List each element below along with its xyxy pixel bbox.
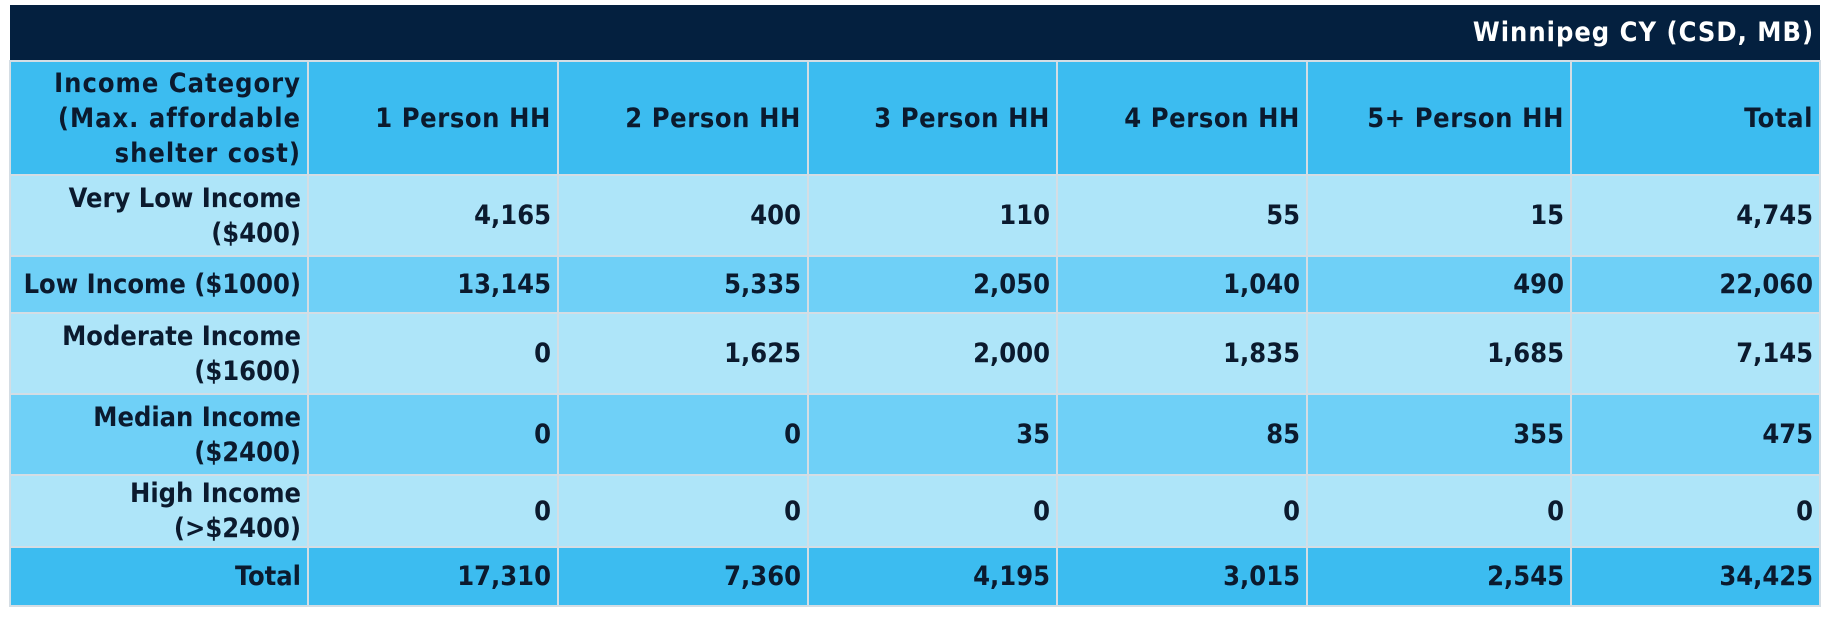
cell-1-person: 0 [307, 312, 559, 395]
cell-total: 7,145 [1569, 312, 1822, 395]
cell-4-person: 1,835 [1056, 312, 1308, 395]
cell-1-person: 0 [307, 474, 559, 548]
table-row-median-income: Median Income ($2400) 0 0 35 85 355 475 [9, 393, 1822, 476]
cell-total: 34,425 [1569, 546, 1822, 607]
table-title: Winnipeg CY (CSD, MB) [10, 5, 1821, 61]
cell-5plus-person: 0 [1306, 474, 1572, 548]
row-label-line2: ($2400) [194, 436, 301, 468]
cell-2-person: 0 [557, 393, 809, 476]
table-row-high-income: High Income (>$2400) 0 0 0 0 0 0 [9, 474, 1822, 548]
cell-2-person: 5,335 [557, 255, 809, 314]
cell-3-person: 2,000 [807, 312, 1058, 395]
row-label: Median Income ($2400) [9, 393, 309, 476]
cell-1-person: 17,310 [307, 546, 559, 607]
cell-4-person: 1,040 [1056, 255, 1308, 314]
header-5plus-person: 5+ Person HH [1306, 60, 1572, 176]
cell-5plus-person: 15 [1306, 174, 1572, 257]
cell-4-person: 55 [1056, 174, 1308, 257]
cell-2-person: 7,360 [557, 546, 809, 607]
header-category-line1: Income Category [54, 67, 301, 99]
cell-3-person: 110 [807, 174, 1058, 257]
cell-4-person: 0 [1056, 474, 1308, 548]
row-label-line2: ($1600) [194, 355, 301, 387]
cell-5plus-person: 355 [1306, 393, 1572, 476]
row-label-line1: Moderate Income [62, 320, 301, 352]
cell-1-person: 0 [307, 393, 559, 476]
cell-1-person: 4,165 [307, 174, 559, 257]
header-4-person: 4 Person HH [1056, 60, 1308, 176]
row-label: Very Low Income ($400) [9, 174, 309, 257]
table-row-moderate-income: Moderate Income ($1600) 0 1,625 2,000 1,… [9, 312, 1822, 395]
cell-1-person: 13,145 [307, 255, 559, 314]
row-label-total: Total [9, 546, 309, 607]
cell-2-person: 0 [557, 474, 809, 548]
cell-4-person: 85 [1056, 393, 1308, 476]
table-row-total: Total 17,310 7,360 4,195 3,015 2,545 34,… [9, 546, 1822, 607]
row-label: High Income (>$2400) [9, 474, 309, 548]
housing-need-table-container: Winnipeg CY (CSD, MB) Income Category (M… [9, 5, 1822, 607]
header-2-person: 2 Person HH [557, 60, 809, 176]
header-category-line3: shelter cost) [114, 137, 301, 169]
table-row-low-income: Low Income ($1000) 13,145 5,335 2,050 1,… [9, 255, 1822, 314]
header-income-category: Income Category (Max. affordable shelter… [9, 60, 309, 176]
cell-3-person: 35 [807, 393, 1058, 476]
row-label: Moderate Income ($1600) [9, 312, 309, 395]
table-header-row: Income Category (Max. affordable shelter… [9, 60, 1822, 176]
cell-2-person: 1,625 [557, 312, 809, 395]
row-label: Low Income ($1000) [9, 255, 309, 314]
cell-3-person: 2,050 [807, 255, 1058, 314]
housing-need-table: Winnipeg CY (CSD, MB) Income Category (M… [9, 5, 1822, 607]
cell-total: 22,060 [1569, 255, 1822, 314]
header-total: Total [1569, 60, 1822, 176]
cell-2-person: 400 [557, 174, 809, 257]
cell-3-person: 0 [807, 474, 1058, 548]
table-title-row: Winnipeg CY (CSD, MB) [10, 5, 1821, 61]
row-label-line1: Median Income [93, 401, 301, 433]
header-1-person: 1 Person HH [307, 60, 559, 176]
cell-5plus-person: 1,685 [1306, 312, 1572, 395]
cell-5plus-person: 2,545 [1306, 546, 1572, 607]
row-label-line1: Very Low Income [68, 182, 301, 214]
row-label-line2: ($400) [211, 217, 301, 249]
header-3-person: 3 Person HH [807, 60, 1058, 176]
cell-4-person: 3,015 [1056, 546, 1308, 607]
cell-5plus-person: 490 [1306, 255, 1572, 314]
cell-total: 0 [1569, 474, 1822, 548]
table-row-very-low-income: Very Low Income ($400) 4,165 400 110 55 … [9, 174, 1822, 257]
header-category-line2: (Max. affordable [57, 102, 301, 134]
cell-3-person: 4,195 [807, 546, 1058, 607]
cell-total: 4,745 [1569, 174, 1822, 257]
cell-total: 475 [1569, 393, 1822, 476]
